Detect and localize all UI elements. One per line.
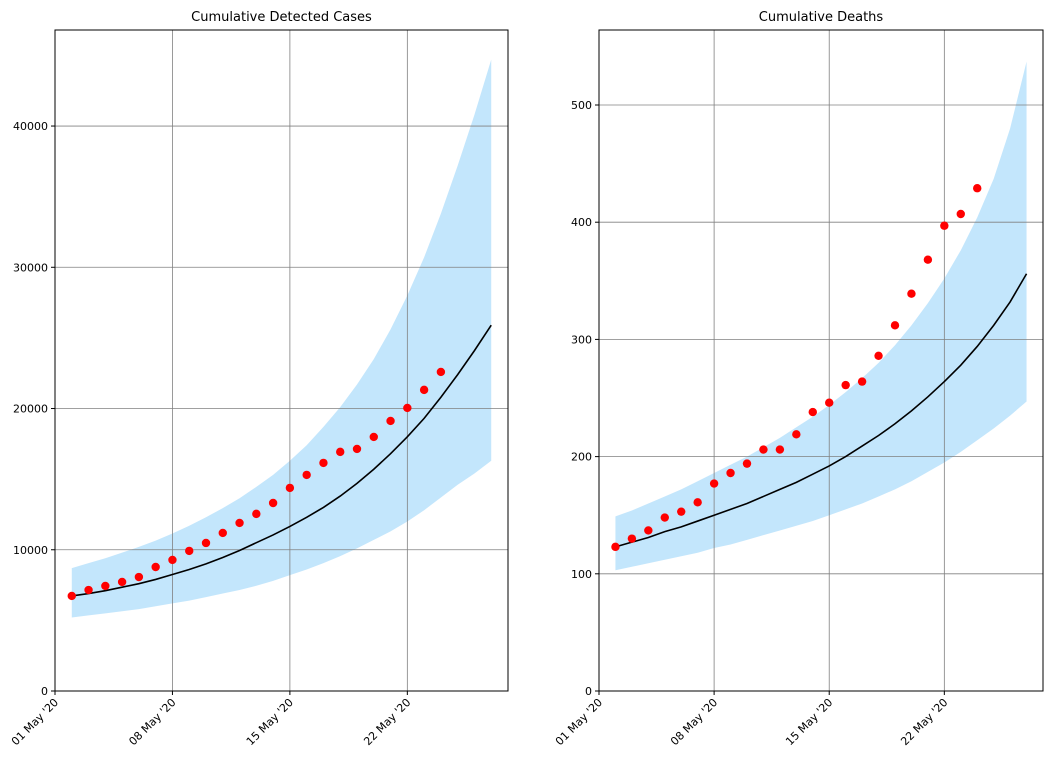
observed-point [627, 534, 637, 543]
subplot: Cumulative Detected Cases 0 10000 20000 3000… [9, 10, 509, 748]
observed-point [403, 403, 412, 413]
observed-point [67, 591, 76, 601]
confidence-band [71, 59, 492, 618]
y-tick-label: 500 [571, 99, 592, 112]
observed-point [808, 407, 817, 417]
observed-point [285, 483, 295, 493]
observed-point [336, 447, 345, 457]
plot-frame [54, 29, 509, 692]
observed-point [644, 526, 653, 535]
x-tick-label: 15 May '20 [244, 696, 296, 748]
plot-frame [598, 29, 1044, 692]
observed-point [611, 542, 620, 552]
observed-point [742, 459, 752, 468]
observed-point [134, 572, 144, 582]
y-tick-label: 30000 [13, 261, 48, 274]
y-tick-label: 20000 [13, 403, 48, 416]
observed-point [235, 518, 244, 528]
observed-point [726, 468, 735, 478]
observed-point [268, 498, 278, 508]
observed-point [117, 577, 127, 587]
observed-point [218, 528, 227, 538]
x-tick-label: 01 May '20 [553, 696, 605, 748]
observed-point [185, 546, 194, 556]
observed-point [973, 184, 982, 193]
observed-point [857, 377, 867, 386]
y-tick-label: 0 [41, 685, 48, 698]
observed-point [84, 585, 93, 595]
observed-point [252, 509, 261, 519]
x-tick-label: 08 May '20 [668, 696, 720, 748]
observed-point [907, 289, 916, 298]
y-tick-label: 10000 [13, 544, 48, 557]
observed-point [352, 444, 362, 454]
observed-point [677, 507, 686, 516]
observed-point [151, 562, 160, 572]
observed-point [923, 255, 933, 264]
observed-point [825, 398, 834, 407]
observed-point [168, 555, 177, 565]
observed-point [319, 458, 328, 468]
x-tick-label: 22 May '20 [898, 696, 950, 748]
observed-point [792, 430, 801, 439]
observed-point [419, 385, 429, 395]
chart-title: Cumulative Deaths [759, 10, 884, 25]
x-tick-label: 01 May '20 [9, 696, 61, 748]
observed-point [693, 498, 702, 507]
observed-point [940, 221, 949, 230]
y-tick-label: 0 [585, 685, 592, 698]
y-tick-label: 100 [571, 568, 592, 581]
observed-point [874, 351, 883, 361]
observed-point [775, 445, 785, 454]
observed-point [201, 538, 211, 548]
observed-point [890, 321, 900, 330]
chart-title: Cumulative Detected Cases [191, 10, 372, 25]
observed-point [841, 380, 850, 390]
confidence-band [615, 61, 1027, 571]
x-tick-label: 22 May '20 [361, 696, 413, 748]
observed-point [436, 367, 446, 377]
observed-point [302, 470, 311, 480]
x-tick-label: 15 May '20 [783, 696, 835, 748]
observed-point [660, 513, 669, 522]
observed-point [956, 209, 965, 219]
observed-point [369, 432, 378, 442]
x-tick-label: 08 May '20 [126, 696, 178, 748]
observed-point [386, 416, 395, 426]
observed-point [101, 581, 110, 591]
median-line [71, 324, 492, 597]
y-tick-label: 200 [571, 451, 592, 464]
y-tick-label: 300 [571, 333, 592, 346]
y-tick-label: 400 [571, 216, 592, 229]
median-line [615, 273, 1028, 548]
subplot: Cumulative Deaths 0 100 200 300 400 500 01 May … [553, 10, 1044, 748]
y-tick-label: 40000 [13, 120, 48, 133]
observed-point [709, 479, 719, 488]
observed-point [759, 445, 768, 454]
